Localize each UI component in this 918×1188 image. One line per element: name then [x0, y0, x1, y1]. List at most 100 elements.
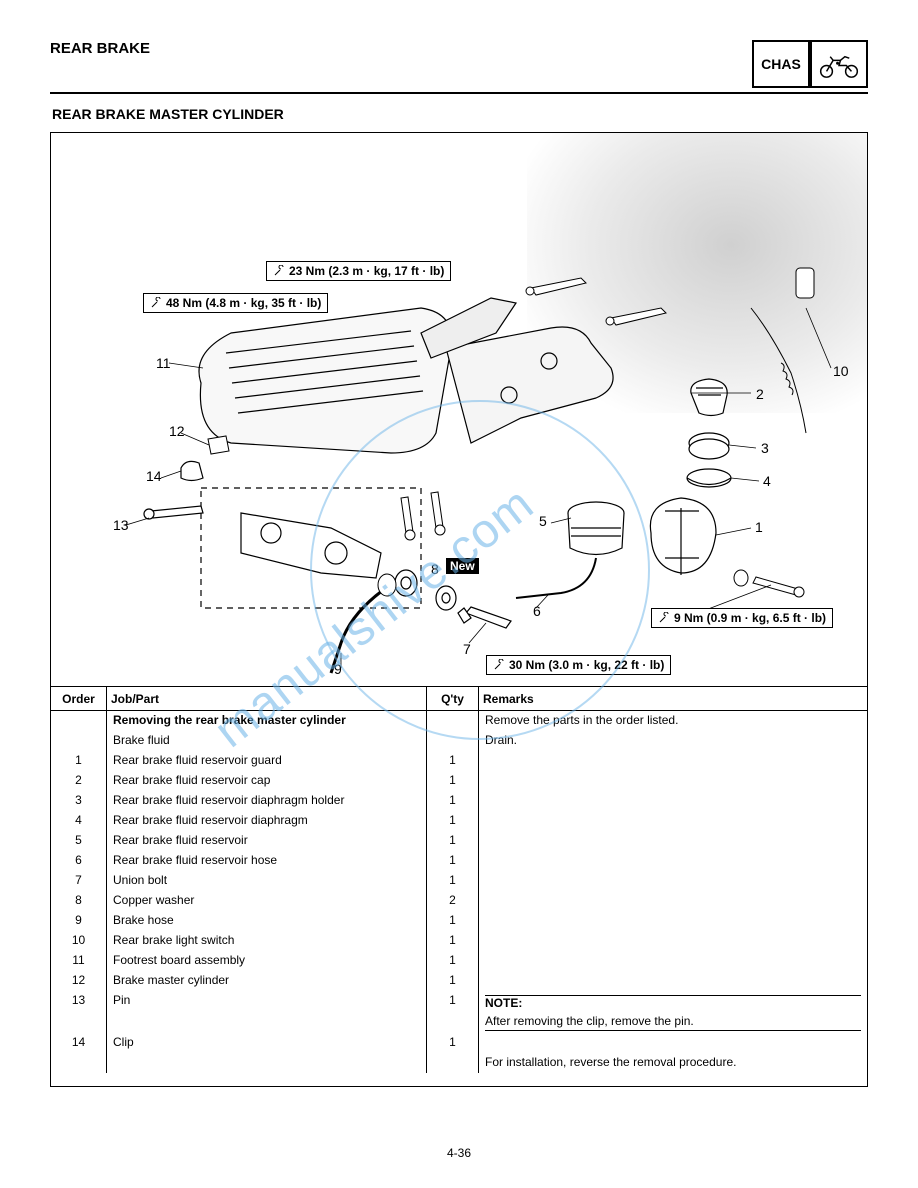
- cell-order: [51, 731, 107, 751]
- callout-14: 14: [146, 468, 162, 484]
- cell-remarks: [479, 931, 867, 951]
- callout-13: 13: [113, 517, 129, 533]
- cell-order: 7: [51, 871, 107, 891]
- cell-job: [107, 1012, 427, 1033]
- cell-job: Footrest board assembly: [107, 951, 427, 971]
- cell-remarks: [479, 911, 867, 931]
- cell-order: 14: [51, 1033, 107, 1053]
- cell-job: Rear brake fluid reservoir cap: [107, 771, 427, 791]
- torque-9nm: 9 Nm (0.9 m · kg, 6.5 ft · lb): [651, 608, 833, 628]
- cell-job: Rear brake fluid reservoir diaphragm: [107, 811, 427, 831]
- cell-order: [51, 1053, 107, 1073]
- table-row: 5Rear brake fluid reservoir1: [51, 831, 867, 851]
- table-body: Removing the rear brake master cylinder R…: [51, 711, 867, 1073]
- table-row: 11Footrest board assembly1: [51, 951, 867, 971]
- cell-remarks: [479, 751, 867, 771]
- cell-remarks: NOTE:: [479, 991, 867, 1012]
- table-row: 6Rear brake fluid reservoir hose1: [51, 851, 867, 871]
- cell-order: 2: [51, 771, 107, 791]
- table-row: 3Rear brake fluid reservoir diaphragm ho…: [51, 791, 867, 811]
- table-row: 10Rear brake light switch1: [51, 931, 867, 951]
- cell-qty: [427, 1012, 479, 1033]
- chassis-box: CHAS: [752, 40, 810, 88]
- cell-remarks: [479, 971, 867, 991]
- cell-qty: 1: [427, 851, 479, 871]
- callout-11: 11: [156, 355, 171, 371]
- cell-order: 6: [51, 851, 107, 871]
- cell-qty: [427, 1053, 479, 1073]
- wrench-icon: [273, 265, 285, 277]
- cell-order: [51, 711, 107, 731]
- watermark-circle: [310, 400, 650, 740]
- table-row: After removing the clip, remove the pin.: [51, 1012, 867, 1033]
- cell-remarks: [479, 771, 867, 791]
- callout-3: 3: [761, 440, 769, 456]
- table-row: 4Rear brake fluid reservoir diaphragm1: [51, 811, 867, 831]
- cell-job: Rear brake light switch: [107, 931, 427, 951]
- cell-qty: 1: [427, 951, 479, 971]
- cell-remarks: [479, 831, 867, 851]
- cell-qty: 1: [427, 1033, 479, 1053]
- cell-order: 12: [51, 971, 107, 991]
- cell-remarks: [479, 811, 867, 831]
- cell-qty: 1: [427, 811, 479, 831]
- wrench-icon: [658, 612, 670, 624]
- torque-text: 48 Nm (4.8 m · kg, 35 ft · lb): [166, 296, 321, 310]
- callout-1: 1: [755, 519, 763, 535]
- cell-qty: 1: [427, 751, 479, 771]
- motorcycle-icon: [817, 48, 861, 80]
- header-title: REAR BRAKE: [50, 40, 150, 57]
- callout-4: 4: [763, 473, 771, 489]
- table-row: 13Pin1NOTE:: [51, 991, 867, 1012]
- cell-qty: 1: [427, 931, 479, 951]
- cell-job: Union bolt: [107, 871, 427, 891]
- table-row: 1Rear brake fluid reservoir guard1: [51, 751, 867, 771]
- cell-remarks: [479, 851, 867, 871]
- cell-qty: 1: [427, 971, 479, 991]
- cell-remarks: [479, 791, 867, 811]
- torque-48nm: 48 Nm (4.8 m · kg, 35 ft · lb): [143, 293, 328, 313]
- cell-job: Rear brake fluid reservoir diaphragm hol…: [107, 791, 427, 811]
- table-row: 14Clip1: [51, 1033, 867, 1053]
- cell-job: Removing the rear brake master cylinder: [107, 711, 427, 731]
- cell-job: Brake master cylinder: [107, 971, 427, 991]
- cell-remarks: After removing the clip, remove the pin.: [479, 1012, 867, 1033]
- table-row: 12Brake master cylinder1: [51, 971, 867, 991]
- cell-job: Brake hose: [107, 911, 427, 931]
- table-row: 2Rear brake fluid reservoir cap1: [51, 771, 867, 791]
- table-row: For installation, reverse the removal pr…: [51, 1053, 867, 1073]
- motorcycle-icon-box: [810, 40, 868, 88]
- table-row: 8Copper washer2: [51, 891, 867, 911]
- cell-order: 4: [51, 811, 107, 831]
- cell-order: 8: [51, 891, 107, 911]
- callout-10: 10: [833, 363, 849, 379]
- table-row: 9Brake hose1: [51, 911, 867, 931]
- cell-order: 5: [51, 831, 107, 851]
- cell-order: 9: [51, 911, 107, 931]
- cell-qty: 1: [427, 831, 479, 851]
- cell-order: 1: [51, 751, 107, 771]
- cell-order: 11: [51, 951, 107, 971]
- cell-remarks: [479, 951, 867, 971]
- col-order: Order: [51, 687, 107, 710]
- cell-remarks: For installation, reverse the removal pr…: [479, 1053, 867, 1073]
- cell-order: 10: [51, 931, 107, 951]
- cell-qty: 1: [427, 991, 479, 1012]
- cell-job: [107, 1053, 427, 1073]
- cell-remarks: [479, 1033, 867, 1053]
- section-title: REAR BRAKE MASTER CYLINDER: [52, 106, 868, 122]
- cell-job: Pin: [107, 991, 427, 1012]
- cell-remarks: Drain.: [479, 731, 867, 751]
- cell-job: Rear brake fluid reservoir guard: [107, 751, 427, 771]
- page-header: REAR BRAKE CHAS: [50, 40, 868, 94]
- cell-remarks: [479, 891, 867, 911]
- cell-order: 13: [51, 991, 107, 1012]
- cell-order: [51, 1012, 107, 1033]
- cell-qty: 1: [427, 791, 479, 811]
- callout-12: 12: [169, 423, 185, 439]
- cell-order: 3: [51, 791, 107, 811]
- cell-qty: 1: [427, 911, 479, 931]
- cell-job: Brake fluid: [107, 731, 427, 751]
- cell-qty: 1: [427, 871, 479, 891]
- cell-job: Copper washer: [107, 891, 427, 911]
